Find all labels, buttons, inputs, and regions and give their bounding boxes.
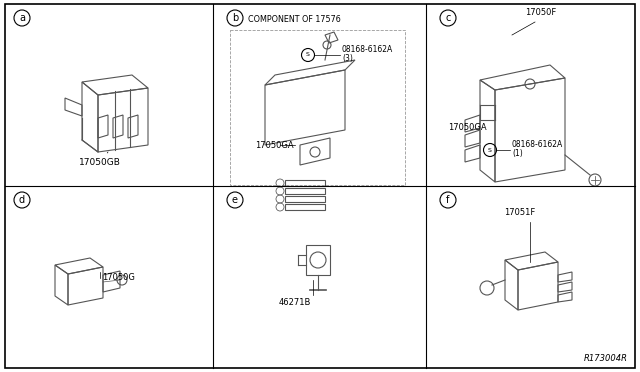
Text: (1): (1) [512,149,523,158]
Text: 17050GB: 17050GB [79,152,121,167]
Text: R173004R: R173004R [584,354,628,363]
Text: S: S [488,148,492,153]
Text: c: c [445,13,451,23]
Text: 08168-6162A: 08168-6162A [342,45,393,54]
Text: b: b [232,13,238,23]
Bar [230,30,405,185]
Text: d: d [19,195,25,205]
Text: a: a [19,13,25,23]
Text: 08168-6162A: 08168-6162A [512,140,563,149]
Bar [285,188,325,194]
Text: f: f [446,195,450,205]
Text: 46271B: 46271B [279,298,311,307]
Text: 17050GA: 17050GA [448,123,486,132]
Text: 17050GA: 17050GA [255,141,294,150]
Text: (3): (3) [342,54,353,63]
Text: S: S [306,52,310,58]
Text: COMPONENT OF 17576: COMPONENT OF 17576 [248,15,340,24]
Text: e: e [232,195,238,205]
Text: 17051F: 17051F [504,208,536,217]
Text: 17050F: 17050F [525,8,556,17]
Bar [285,196,325,202]
Bar [285,204,325,210]
Bar [285,180,325,186]
Text: 17050G: 17050G [102,273,135,282]
